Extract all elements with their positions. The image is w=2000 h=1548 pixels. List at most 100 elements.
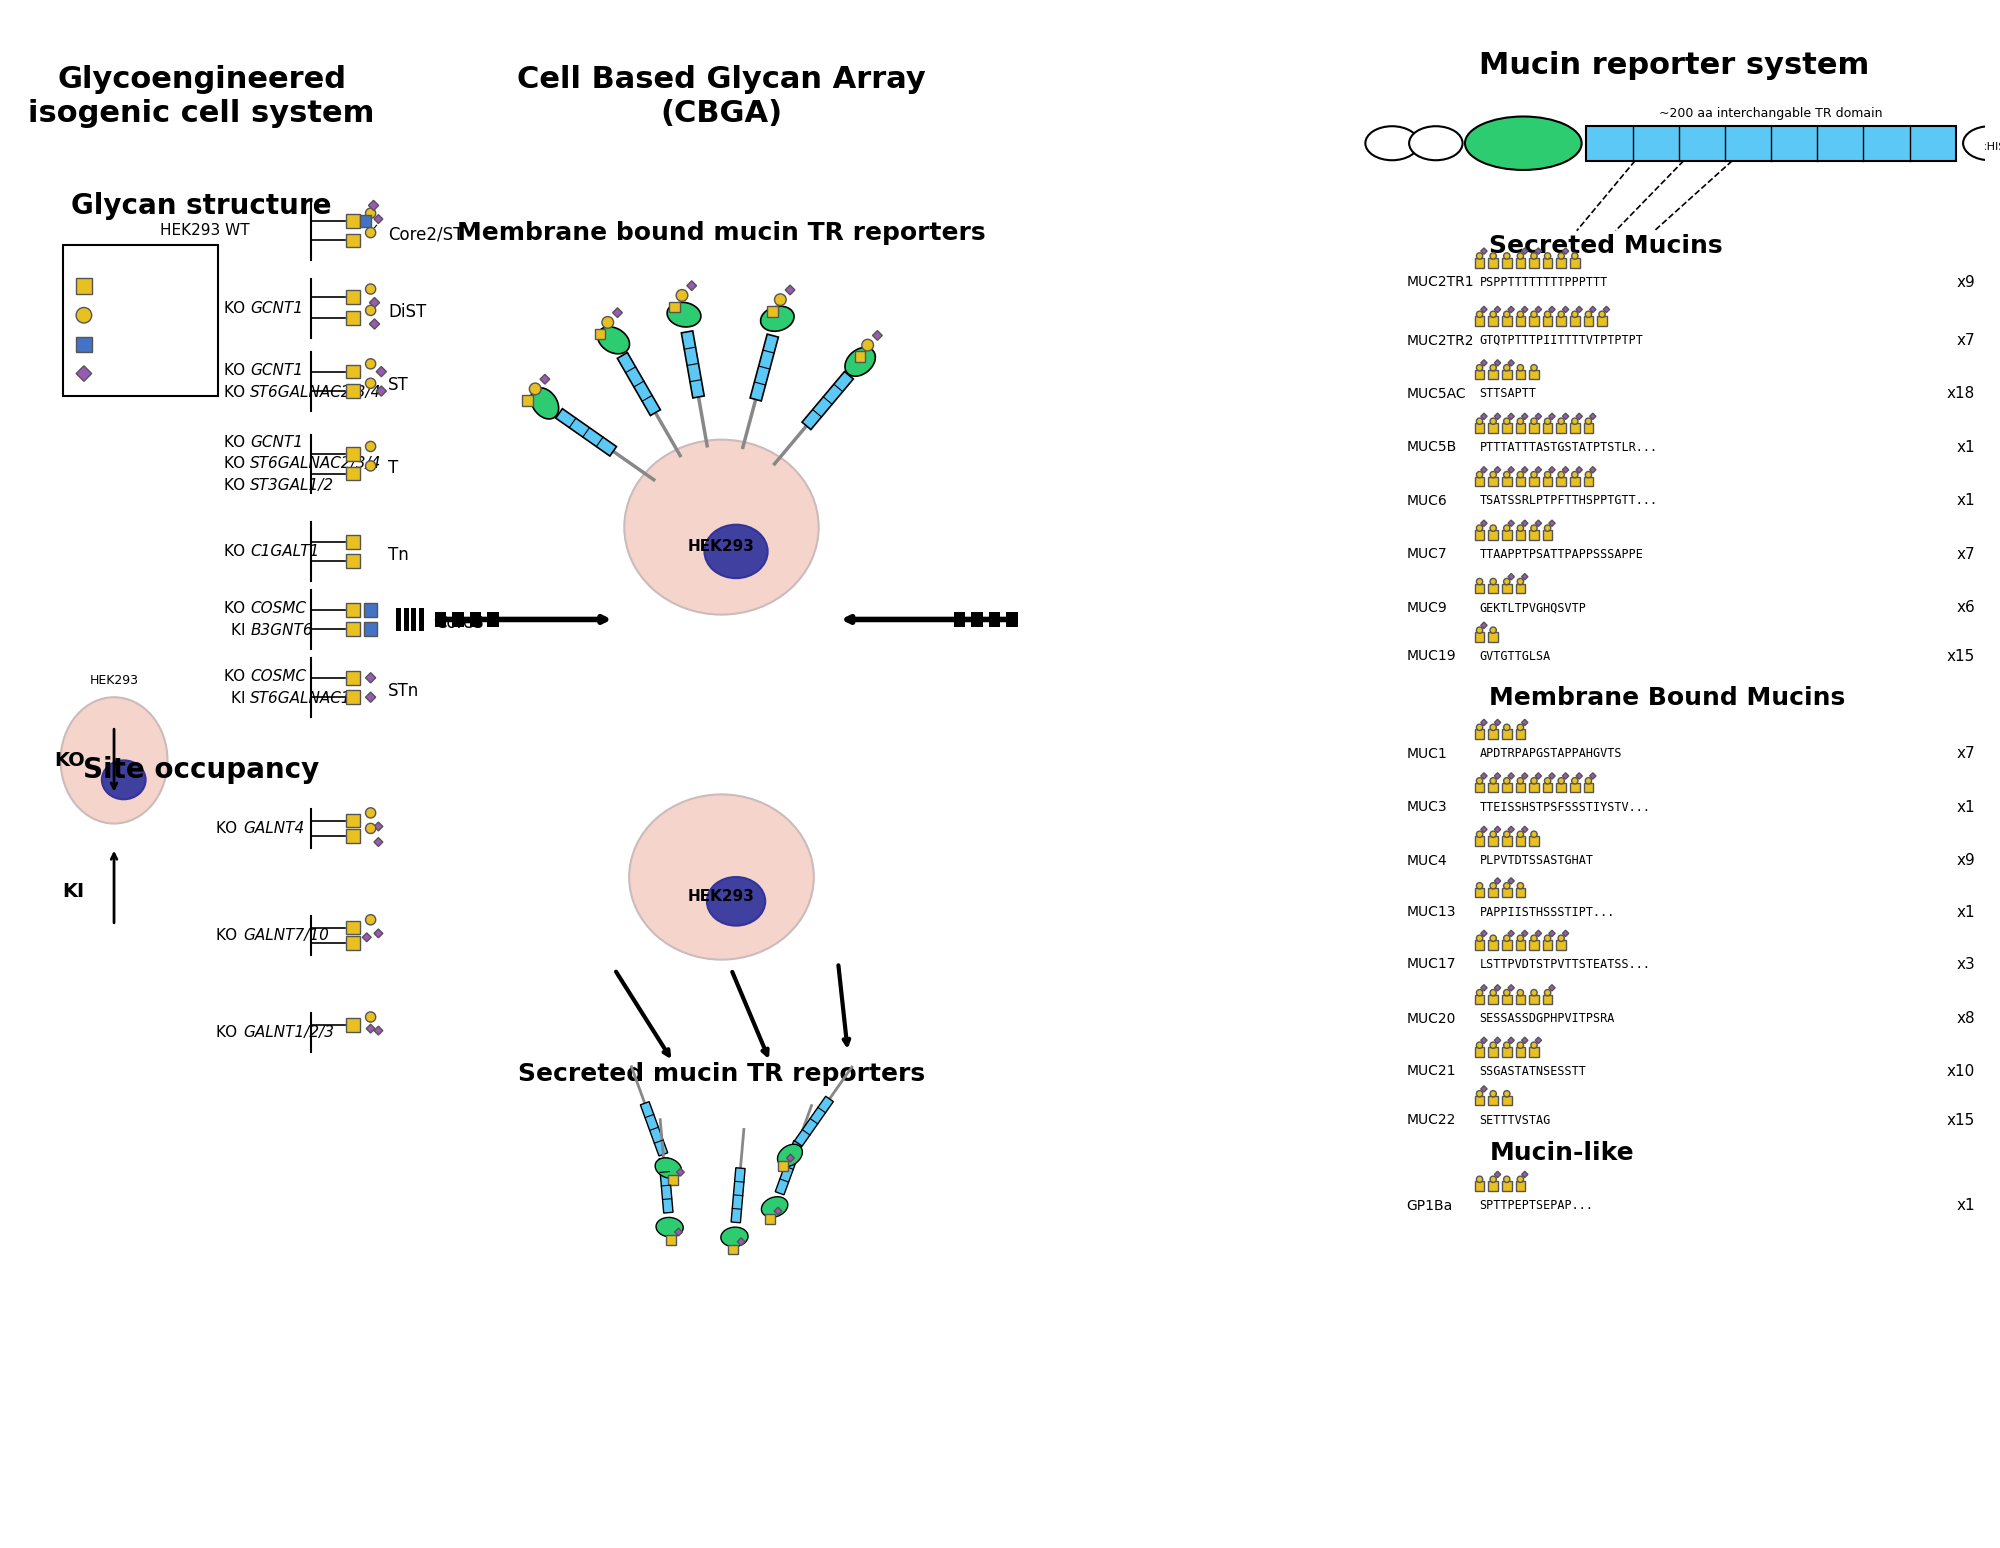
Bar	[1570, 259, 1580, 268]
Polygon shape	[376, 385, 386, 396]
Circle shape	[1530, 831, 1538, 837]
Bar	[1570, 783, 1580, 793]
Circle shape	[1476, 418, 1482, 424]
Polygon shape	[676, 1169, 684, 1176]
Text: KO: KO	[216, 820, 242, 836]
Bar	[1502, 783, 1512, 793]
Text: SESSASSDGPHPVITPSRA: SESSASSDGPHPVITPSRA	[1480, 1012, 1614, 1025]
Text: KO: KO	[224, 478, 250, 492]
Circle shape	[1490, 1091, 1496, 1098]
Circle shape	[1586, 418, 1592, 424]
Text: MUC17: MUC17	[1406, 958, 1456, 972]
Text: KO: KO	[224, 435, 250, 450]
Text: PAPPIISTHSSSTIPT...: PAPPIISTHSSSTIPT...	[1480, 906, 1614, 918]
Polygon shape	[1522, 574, 1528, 580]
Polygon shape	[686, 280, 696, 291]
Polygon shape	[1508, 307, 1514, 313]
Polygon shape	[1522, 413, 1528, 420]
Polygon shape	[1590, 466, 1596, 474]
Bar	[1516, 316, 1526, 327]
Polygon shape	[1522, 772, 1528, 779]
Circle shape	[366, 441, 376, 452]
Bar	[1542, 423, 1552, 433]
Bar	[346, 214, 360, 228]
Polygon shape	[1576, 307, 1582, 313]
Text: GlcNAc: GlcNAc	[100, 341, 154, 356]
Text: x8: x8	[1956, 1011, 1976, 1026]
Bar	[346, 921, 360, 935]
Polygon shape	[374, 837, 382, 847]
Circle shape	[1490, 777, 1496, 783]
Text: GP1Ba: GP1Ba	[1406, 1198, 1452, 1212]
Circle shape	[366, 228, 376, 238]
Polygon shape	[1508, 930, 1514, 937]
Circle shape	[1518, 252, 1524, 259]
Text: PSPPTTTTTTTTPPPTTT: PSPPTTTTTTTTPPPTTT	[1480, 276, 1608, 289]
Bar	[1488, 632, 1498, 642]
Polygon shape	[1522, 248, 1528, 254]
Circle shape	[1530, 418, 1538, 424]
Bar	[1488, 423, 1498, 433]
Polygon shape	[1480, 466, 1488, 474]
Bar	[1502, 995, 1512, 1005]
Polygon shape	[1480, 985, 1488, 991]
Bar	[346, 1019, 360, 1031]
Circle shape	[530, 382, 542, 395]
Text: MUC2TR1: MUC2TR1	[1406, 276, 1474, 289]
Polygon shape	[374, 1026, 382, 1036]
Polygon shape	[1536, 520, 1542, 526]
Circle shape	[602, 317, 614, 328]
Circle shape	[1530, 311, 1538, 317]
Polygon shape	[786, 285, 794, 294]
Circle shape	[366, 824, 376, 833]
Circle shape	[1544, 989, 1550, 995]
Circle shape	[1518, 989, 1524, 995]
Circle shape	[1530, 472, 1538, 478]
Circle shape	[1476, 472, 1482, 478]
Bar	[1584, 423, 1594, 433]
Bar	[1542, 477, 1552, 486]
Polygon shape	[794, 1096, 834, 1146]
Polygon shape	[366, 1025, 376, 1033]
Text: KO: KO	[216, 927, 242, 943]
Polygon shape	[370, 319, 380, 330]
Polygon shape	[1604, 307, 1610, 313]
Bar	[1488, 729, 1498, 738]
Circle shape	[1490, 579, 1496, 585]
Circle shape	[366, 283, 376, 294]
Text: HEK293 WT: HEK293 WT	[160, 223, 250, 238]
Text: APDTRPAPGSTAPPAHGVTS: APDTRPAPGSTAPPAHGVTS	[1480, 748, 1622, 760]
Circle shape	[1518, 935, 1524, 941]
Bar	[1516, 259, 1526, 268]
Circle shape	[1518, 777, 1524, 783]
Text: KO: KO	[224, 300, 250, 316]
Bar	[1556, 477, 1566, 486]
Text: MUC22: MUC22	[1406, 1113, 1456, 1127]
Text: x15: x15	[1946, 1113, 1976, 1127]
Bar	[1598, 316, 1606, 327]
Bar	[1542, 316, 1552, 327]
Circle shape	[1504, 418, 1510, 424]
Bar	[346, 814, 360, 828]
Text: STTSAPTT: STTSAPTT	[1480, 387, 1536, 401]
Bar	[346, 289, 360, 303]
Polygon shape	[366, 692, 376, 703]
Bar	[1488, 1046, 1498, 1057]
Polygon shape	[612, 308, 622, 317]
Polygon shape	[1508, 827, 1514, 833]
Text: x15: x15	[1946, 649, 1976, 664]
Bar	[728, 1245, 738, 1254]
Polygon shape	[1494, 878, 1500, 884]
Circle shape	[1504, 472, 1510, 478]
Ellipse shape	[530, 389, 558, 420]
Bar	[346, 830, 360, 844]
Bar	[1530, 995, 1538, 1005]
Ellipse shape	[630, 794, 814, 960]
Polygon shape	[1494, 466, 1500, 474]
Text: TTEISSHSTPSFSSSTIYSTV...: TTEISSHSTPSFSSSTIYSTV...	[1480, 800, 1650, 814]
Bar	[396, 608, 400, 632]
Text: STn: STn	[388, 683, 420, 700]
Polygon shape	[1562, 248, 1568, 254]
Polygon shape	[776, 1141, 802, 1195]
Circle shape	[1572, 472, 1578, 478]
